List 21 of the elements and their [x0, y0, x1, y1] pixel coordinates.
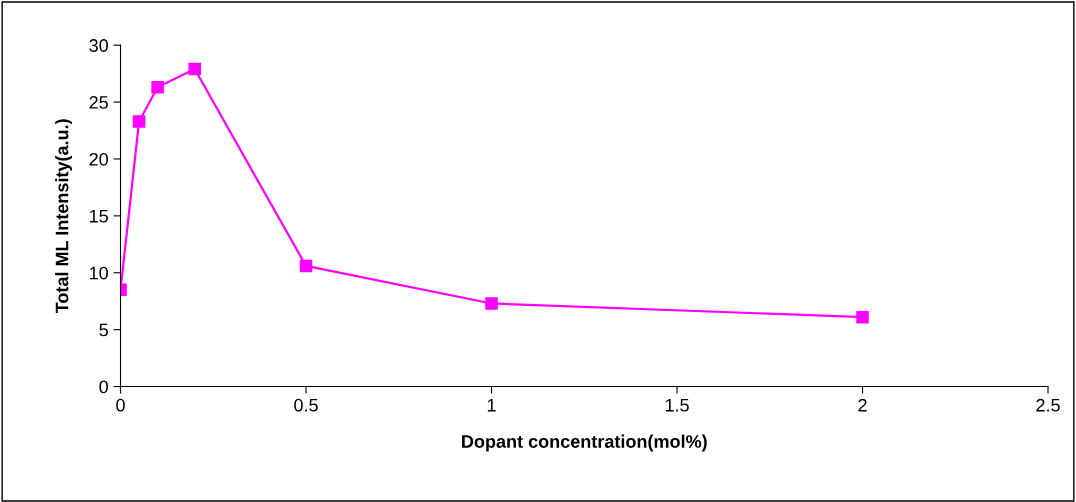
x-tick-label: 0.5 — [294, 398, 318, 412]
y-tick-label: 10 — [90, 266, 108, 280]
x-axis-title: Dopant concentration(mol%) — [462, 434, 707, 452]
x-tick-label: 2.5 — [1036, 398, 1060, 412]
point — [856, 310, 869, 324]
x-tick-label: 0 — [116, 398, 125, 412]
y-axis-title: Total ML Intensity(a.u.) — [55, 119, 72, 314]
point — [299, 259, 313, 273]
y-tick-label: 20 — [89, 152, 108, 166]
point — [132, 115, 146, 128]
y-tick-label: 15 — [90, 209, 108, 223]
y-tick-label: 25 — [89, 96, 108, 109]
x-tick-label: 1 — [487, 399, 496, 412]
x-tick-label: 2 — [858, 398, 867, 412]
y-tick-label: 30 — [89, 39, 108, 52]
y-tick-label: 0 — [99, 380, 108, 394]
point — [188, 62, 201, 76]
point — [151, 81, 164, 94]
point — [485, 297, 498, 310]
x-tick-label: 1.5 — [665, 399, 689, 412]
y-tick-label: 5 — [99, 323, 108, 337]
